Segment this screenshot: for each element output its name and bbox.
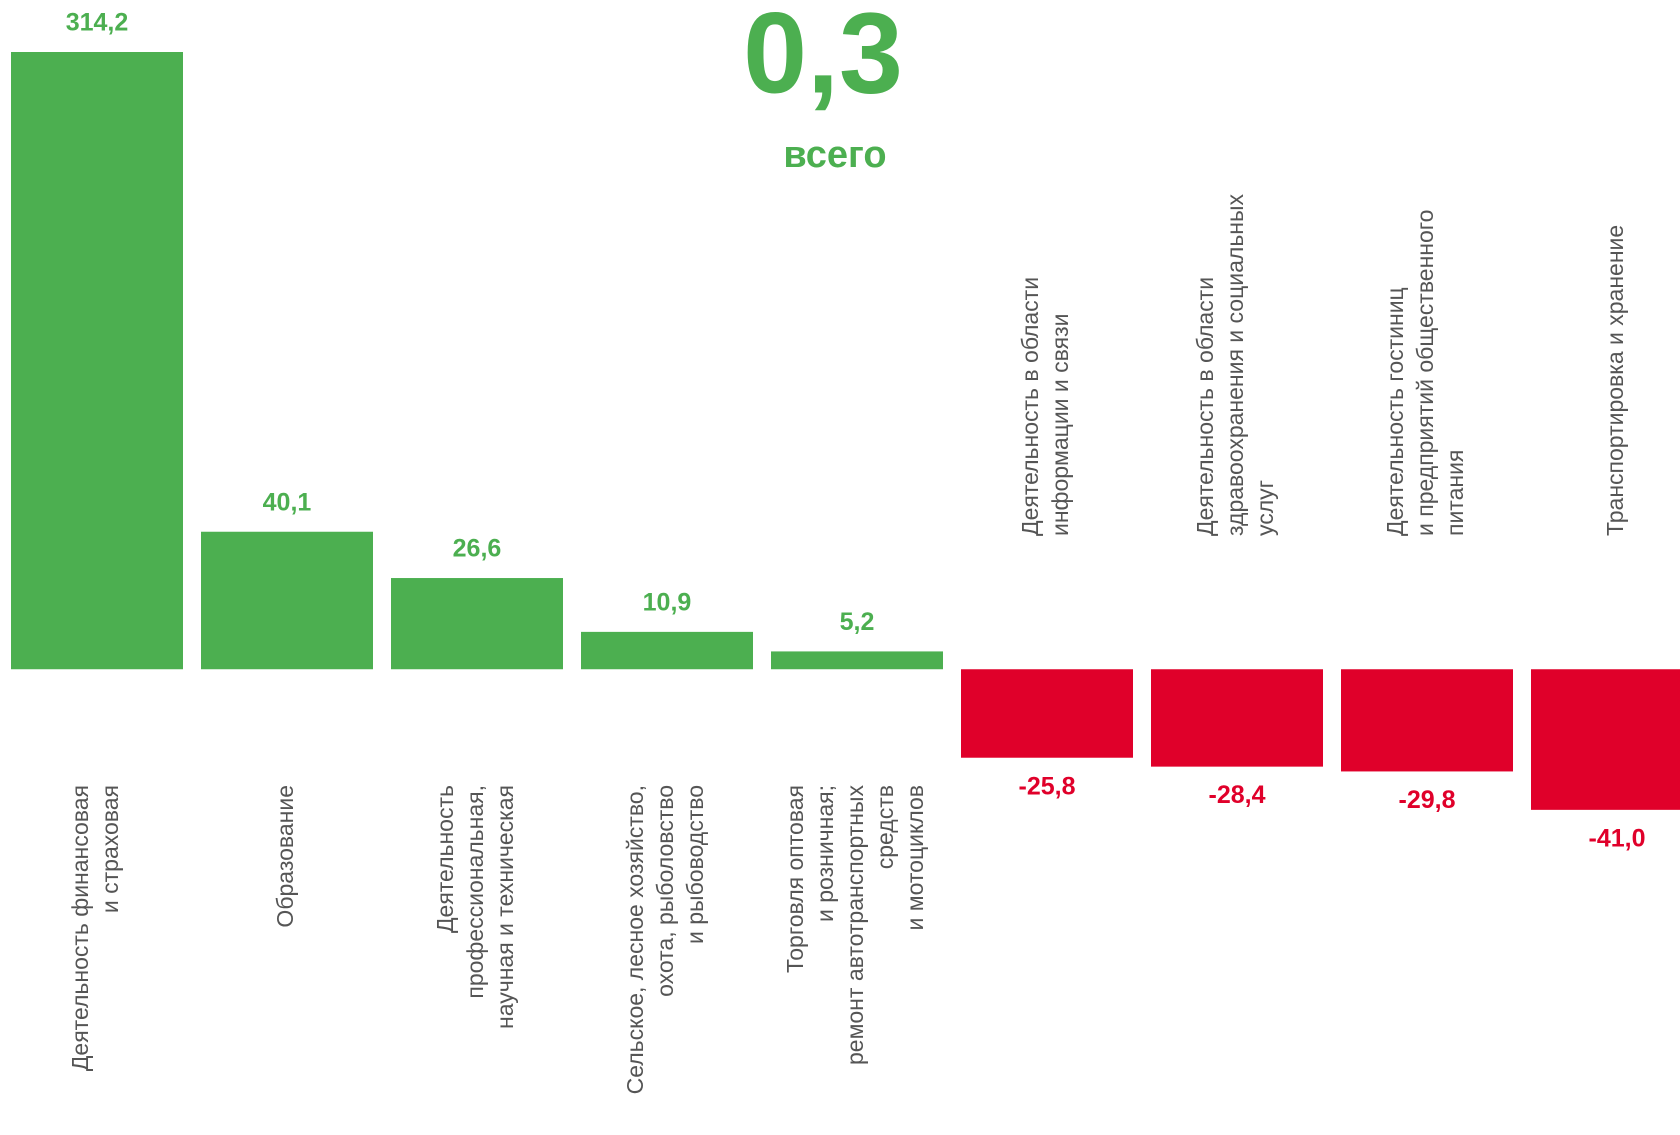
bar (1531, 669, 1680, 810)
category-label: средств (872, 785, 898, 869)
value-label: -41,0 (1589, 824, 1646, 852)
bar (11, 52, 183, 670)
total-value: 0,3 (743, 0, 903, 117)
category-label: и рыбоводство (682, 785, 708, 944)
value-label: -25,8 (1019, 772, 1076, 800)
bars (11, 52, 1680, 810)
value-label: -28,4 (1209, 781, 1266, 809)
value-label: 40,1 (263, 488, 312, 516)
category-label: профессиональная, (462, 785, 488, 999)
category-label: и розничная; (812, 785, 838, 922)
category-label: Деятельность гостиниц (1382, 287, 1408, 536)
value-label: 10,9 (643, 588, 692, 616)
value-label: 5,2 (840, 608, 875, 636)
category-label: и страховая (97, 785, 123, 913)
value-label: -29,8 (1399, 786, 1456, 814)
category-label: Деятельность в области (1192, 277, 1218, 536)
bar (391, 578, 563, 670)
category-label: Сельское, лесное хозяйство, (622, 785, 648, 1094)
category-label: Транспортировка и хранение (1602, 225, 1628, 536)
category-label: Деятельность финансовая (67, 785, 93, 1071)
bar (1341, 669, 1513, 772)
value-label: 26,6 (453, 535, 502, 563)
bar (1151, 669, 1323, 767)
category-label: и предприятий общественного (1412, 210, 1438, 536)
category-label: Деятельность в области (1017, 277, 1043, 536)
category-label: ремонт автотранспортных (842, 785, 868, 1065)
category-label: и мотоциклов (902, 785, 928, 930)
value-label: 314,2 (66, 9, 129, 37)
category-label: питания (1442, 450, 1468, 536)
bar (581, 631, 753, 670)
category-label: услуг (1252, 480, 1278, 536)
category-label: Торговля оптовая (782, 785, 808, 973)
total-label: всего (783, 134, 886, 176)
bar (961, 669, 1133, 758)
bar (771, 651, 943, 670)
bar (201, 531, 373, 670)
category-label: Деятельность (432, 785, 458, 933)
category-label: научная и техническая (492, 785, 518, 1029)
category-label: охота, рыболовство (652, 785, 678, 997)
category-label: здравоохранения и социальных (1222, 193, 1248, 536)
category-label: Образование (272, 785, 298, 928)
category-label: информации и связи (1047, 314, 1073, 536)
